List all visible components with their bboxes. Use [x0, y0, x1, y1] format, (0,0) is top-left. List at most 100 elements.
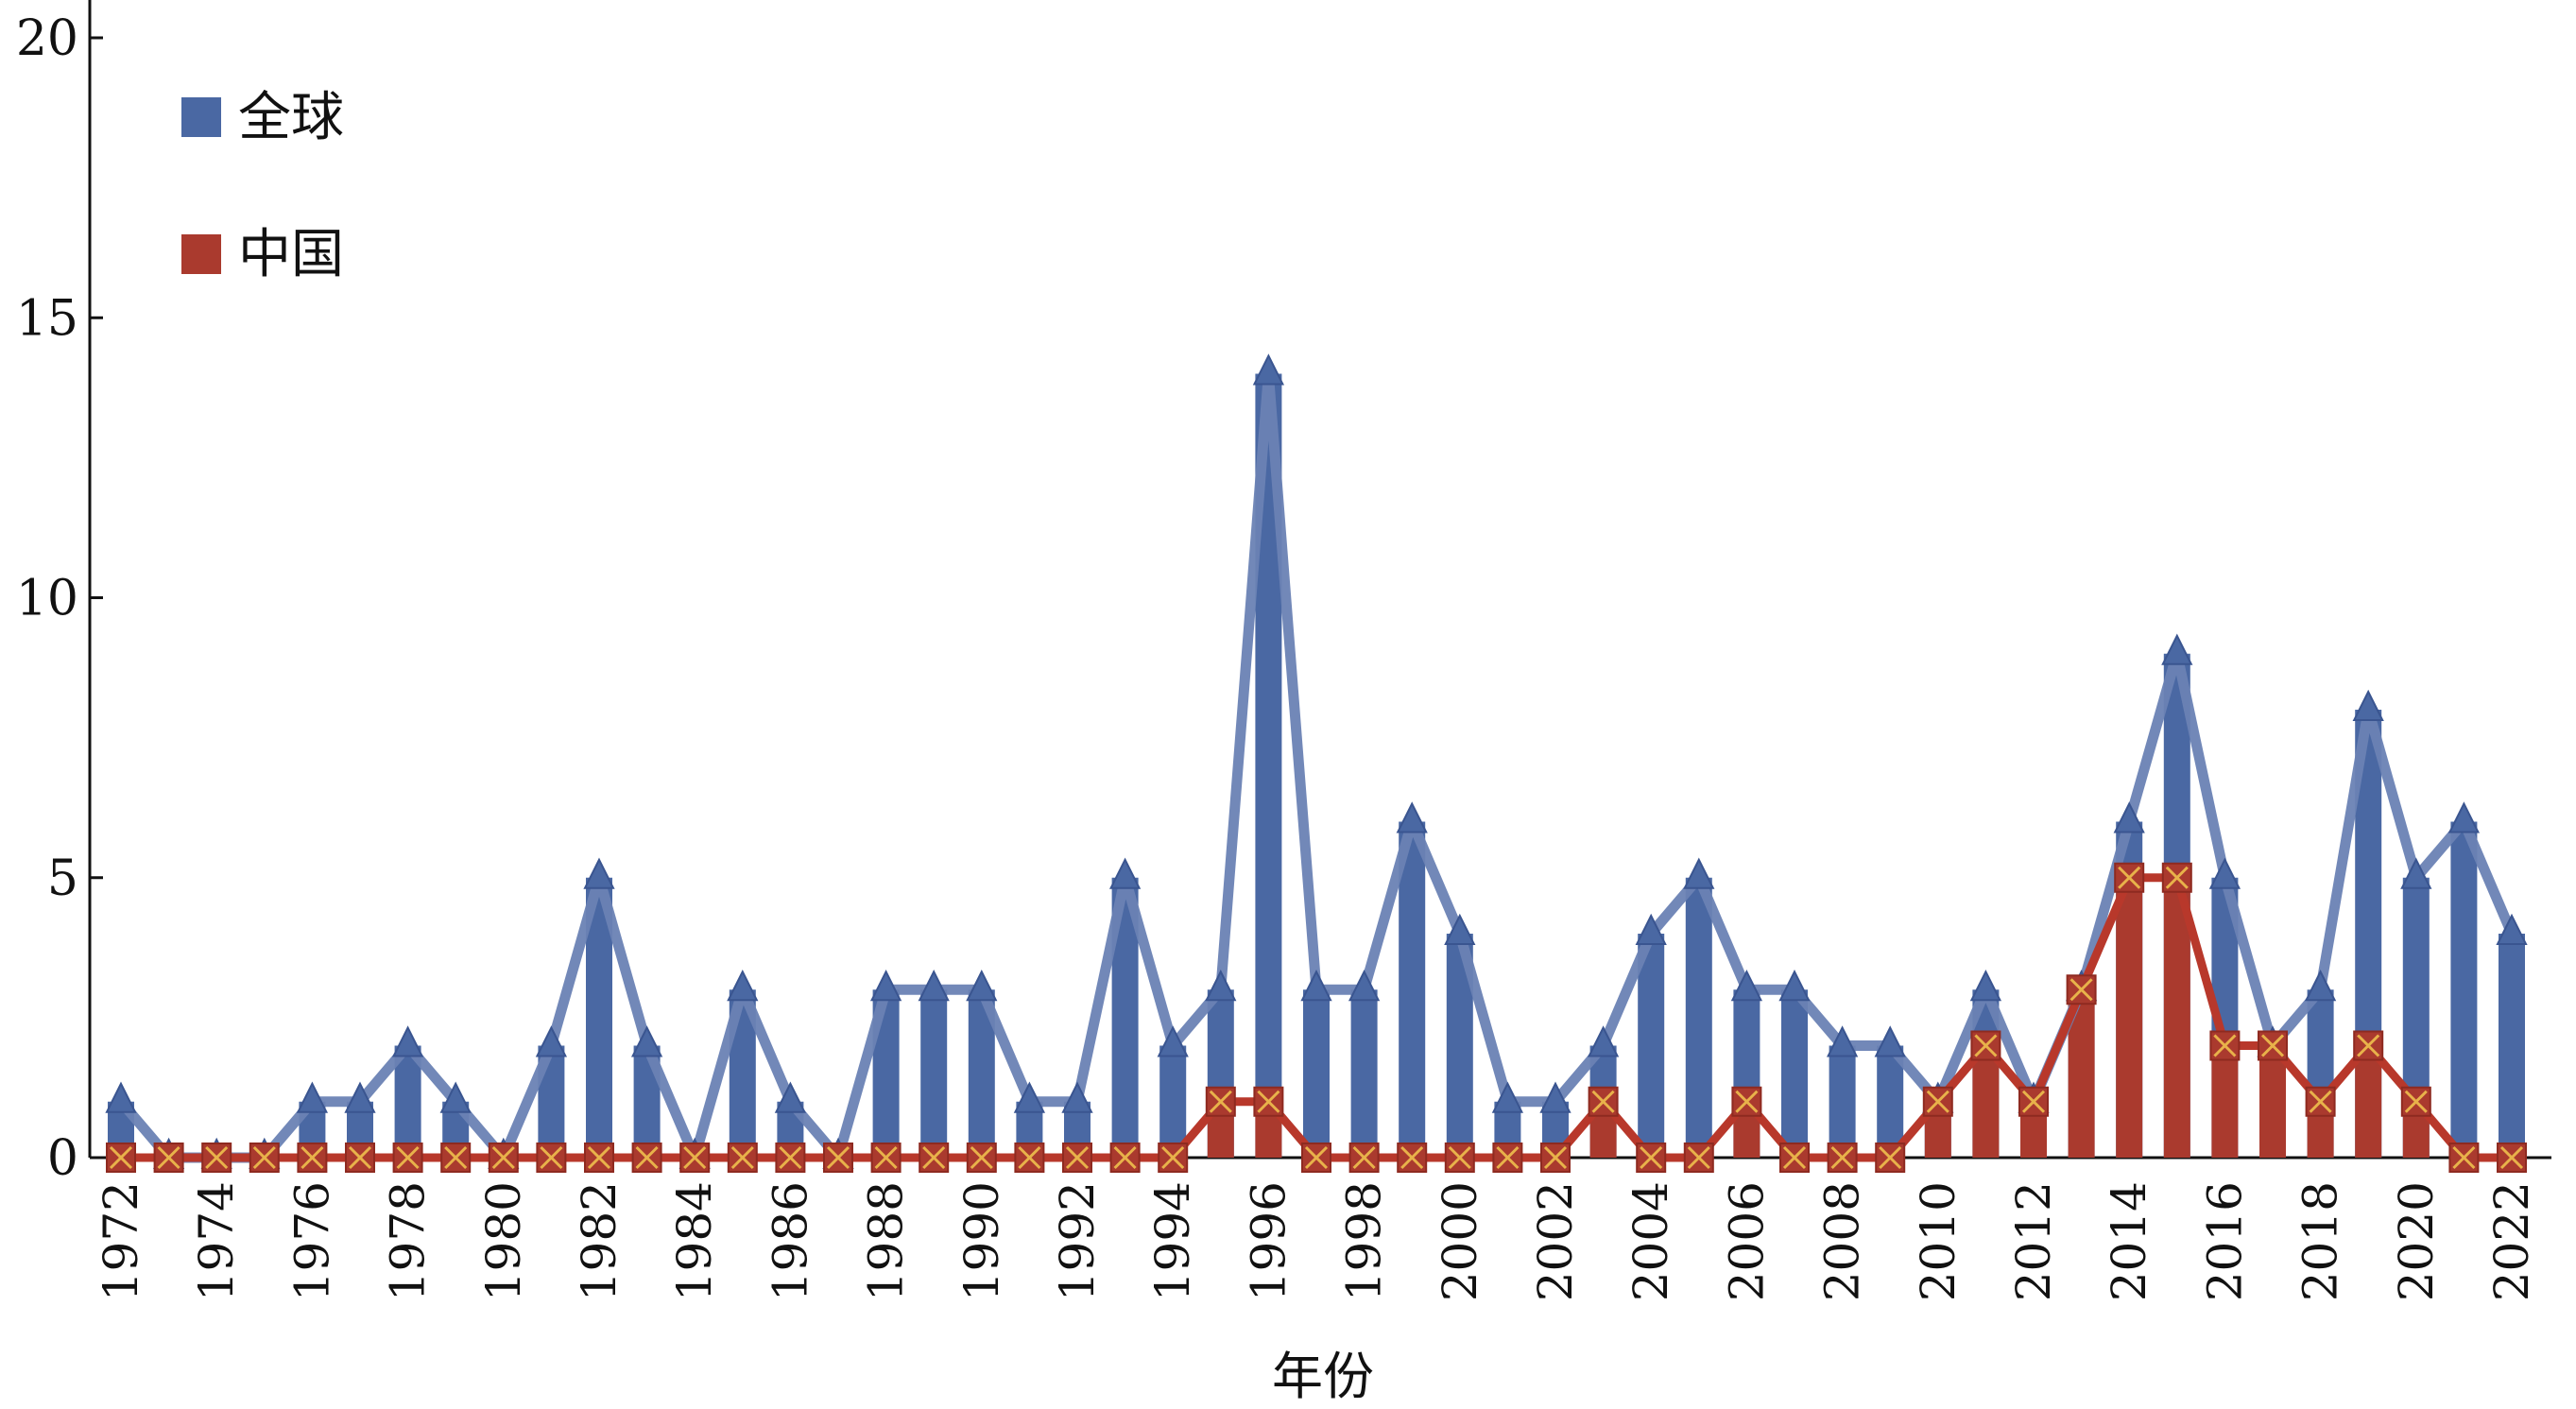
marker-china-cross [1113, 1145, 1137, 1170]
marker-china-cross [1496, 1145, 1520, 1170]
y-tick-label: 10 [16, 571, 78, 627]
marker-global [1061, 1081, 1093, 1113]
marker-global [966, 970, 998, 1002]
marker-global [2161, 633, 2193, 665]
marker-global [583, 857, 615, 889]
marker-global [1396, 801, 1428, 833]
marker-global [1778, 970, 1811, 1002]
marker-global [535, 1025, 568, 1057]
marker-china-cross [1735, 1090, 1759, 1113]
y-tick-label: 0 [47, 1130, 78, 1187]
marker-china-cross [2499, 1145, 2524, 1170]
marker-china-cross [874, 1145, 898, 1170]
bar-china [2259, 1045, 2286, 1158]
legend-label: 全球 [238, 87, 344, 148]
marker-global [1444, 913, 1476, 945]
marker-china-cross [2118, 866, 2141, 889]
x-tick-label: 1978 [381, 1181, 436, 1301]
x-tick-label: 1982 [572, 1181, 627, 1301]
bar-global [2450, 821, 2478, 1158]
marker-china-cross [1974, 1034, 1998, 1057]
bar-china [2116, 877, 2143, 1158]
marker-global [1587, 1025, 1620, 1057]
marker-china-cross [2165, 866, 2189, 889]
marker-china-cross [779, 1145, 802, 1170]
marker-china-cross [109, 1145, 133, 1170]
legend-swatch [181, 234, 221, 274]
x-tick-label: 2010 [1911, 1181, 1966, 1301]
marker-china-cross [1257, 1090, 1280, 1113]
marker-china-cross [2213, 1034, 2237, 1057]
bar-global [1781, 989, 1808, 1158]
marker-china-cross [491, 1145, 515, 1170]
bar-global [394, 1045, 421, 1158]
x-tick-label: 1974 [189, 1181, 244, 1301]
bars-global-series [108, 373, 2525, 1158]
marker-china-cross [1304, 1145, 1329, 1170]
x-axis-title: 年份 [1272, 1347, 1374, 1406]
marker-global [1730, 970, 1763, 1002]
marker-china-cross [301, 1145, 324, 1170]
x-tick-label: 1994 [1145, 1181, 1200, 1301]
marker-china-cross [2021, 1090, 2046, 1113]
marker-global [296, 1081, 329, 1113]
x-tick-label: 1976 [284, 1181, 339, 1301]
y-tick-label: 20 [16, 10, 78, 67]
x-tick-label: 1980 [476, 1181, 531, 1301]
marker-global [344, 1081, 376, 1113]
marker-china-cross [1352, 1145, 1376, 1170]
marker-china-cross [1209, 1090, 1232, 1113]
marker-china-cross [396, 1145, 420, 1170]
marker-china-cross [540, 1145, 563, 1170]
x-tick-label: 2022 [2484, 1181, 2539, 1301]
marker-global [1348, 970, 1381, 1002]
series-markers [105, 353, 2528, 1173]
x-tick-label: 2018 [2293, 1181, 2348, 1301]
tick-labels: 0 5 10 15 20 1972 1974 1976 1978 1980 1982 1984 1986… [16, 10, 2539, 1301]
x-tick-label: 1988 [859, 1181, 914, 1301]
x-tick-label: 1996 [1241, 1181, 1296, 1301]
bar-global [1638, 934, 1665, 1158]
x-tick-label: 1972 [94, 1181, 148, 1301]
marker-china-cross [348, 1145, 372, 1170]
marker-china-cross [1448, 1145, 1471, 1170]
marker-china-cross [1879, 1145, 1902, 1170]
marker-china-cross [2069, 978, 2093, 1002]
y-tick-label: 5 [47, 851, 78, 907]
marker-china-cross [587, 1145, 611, 1170]
marker-china-cross [1018, 1145, 1041, 1170]
marker-global [2208, 857, 2241, 889]
legend-swatch [181, 97, 221, 137]
marker-global [1874, 1025, 1906, 1057]
marker-china-cross [1640, 1145, 1663, 1170]
marker-global [1300, 970, 1332, 1002]
marker-china-cross [730, 1145, 754, 1170]
marker-global [918, 970, 950, 1002]
marker-global [2400, 857, 2432, 889]
marker-global [2447, 801, 2481, 833]
marker-china-cross [205, 1145, 229, 1170]
marker-china-cross [1400, 1145, 1424, 1170]
marker-china-cross [2404, 1090, 2428, 1113]
x-tick-label: 2014 [2102, 1181, 2156, 1301]
marker-global [869, 970, 902, 1002]
x-tick-label: 1986 [763, 1181, 817, 1301]
marker-global [630, 1025, 663, 1057]
x-tick-label: 1998 [1337, 1181, 1392, 1301]
marker-china-cross [1543, 1145, 1568, 1170]
marker-china-cross [1830, 1145, 1854, 1170]
marker-china-cross [683, 1145, 707, 1170]
x-tick-label: 2020 [2389, 1181, 2444, 1301]
marker-global [1826, 1025, 1859, 1057]
x-tick-label: 1992 [1050, 1181, 1105, 1301]
marker-china-cross [2452, 1145, 2476, 1170]
marker-global [391, 1025, 424, 1057]
legend-label: 中国 [238, 224, 344, 285]
bar-global [920, 989, 948, 1158]
marker-china-cross [1782, 1145, 1807, 1170]
marker-global [1157, 1025, 1189, 1057]
marker-china-cross [922, 1145, 946, 1170]
marker-china-cross [2309, 1090, 2332, 1113]
bar-global [1303, 989, 1330, 1158]
